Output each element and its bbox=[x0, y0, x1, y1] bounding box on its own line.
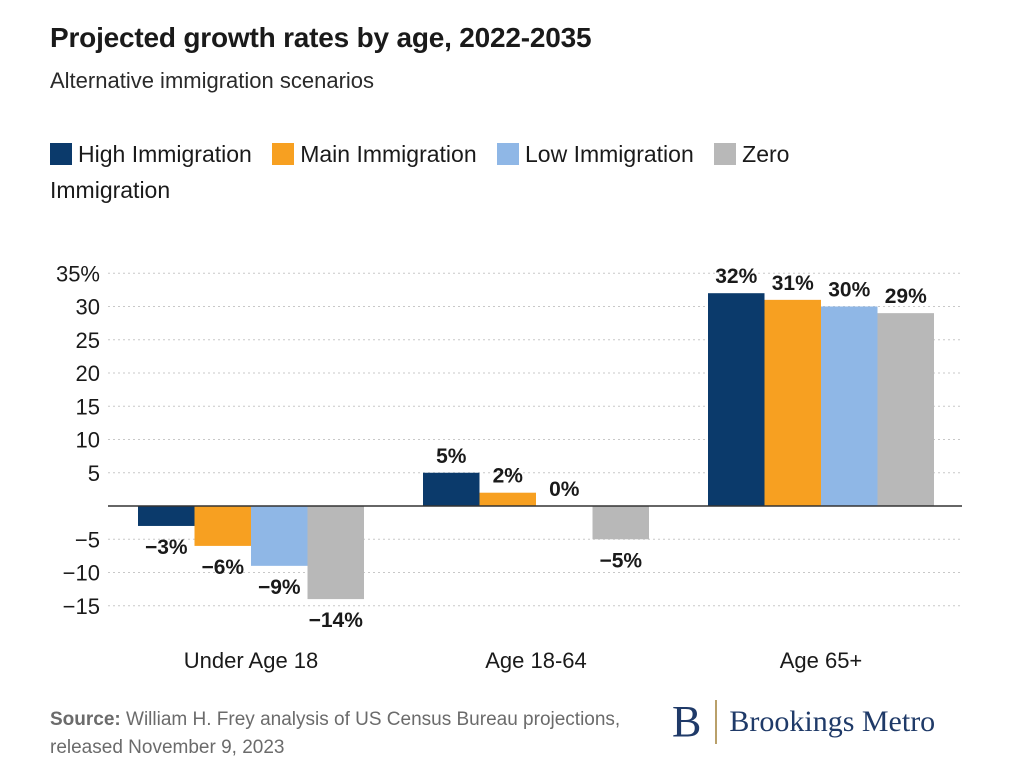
bar bbox=[307, 506, 364, 600]
y-tick-label: 10 bbox=[76, 428, 100, 453]
legend-swatch-main bbox=[272, 143, 295, 165]
data-label: 29% bbox=[885, 285, 927, 308]
bar bbox=[138, 506, 195, 526]
data-label: −14% bbox=[309, 609, 364, 632]
data-label: 32% bbox=[715, 265, 757, 288]
legend-item-zero: Zero Immigration bbox=[50, 141, 789, 203]
bar bbox=[764, 299, 821, 506]
y-tick-label: 15 bbox=[76, 394, 100, 419]
logo-mark: B bbox=[672, 697, 702, 746]
bar bbox=[251, 506, 308, 566]
x-category-label: Under Age 18 bbox=[184, 648, 319, 673]
x-category-label: Age 65+ bbox=[780, 648, 863, 673]
data-label: −9% bbox=[258, 576, 301, 599]
bar bbox=[592, 506, 649, 540]
y-tick-label: −5 bbox=[75, 527, 100, 552]
data-label: 2% bbox=[493, 465, 524, 488]
y-tick-label: 25 bbox=[76, 328, 100, 353]
chart-title: Projected growth rates by age, 2022-2035 bbox=[50, 22, 592, 53]
y-tick-label: 35% bbox=[56, 261, 100, 286]
y-tick-label: 5 bbox=[88, 461, 100, 486]
bar bbox=[877, 313, 934, 506]
legend-label-high: High Immigration bbox=[78, 141, 252, 167]
data-label: 5% bbox=[436, 445, 467, 468]
legend-item-low: Low Immigration bbox=[497, 141, 694, 167]
brookings-metro-logo: B Brookings Metro bbox=[672, 697, 935, 747]
x-category-label: Age 18-64 bbox=[485, 648, 587, 673]
data-label: 30% bbox=[828, 279, 870, 302]
y-tick-label: 30 bbox=[76, 295, 100, 320]
bar bbox=[708, 293, 765, 506]
chart-subtitle: Alternative immigration scenarios bbox=[50, 68, 375, 93]
y-tick-label: −15 bbox=[63, 594, 100, 619]
legend-swatch-high bbox=[50, 143, 72, 165]
legend-item-main: Main Immigration bbox=[272, 141, 477, 167]
legend-swatch-zero bbox=[714, 143, 737, 165]
bar bbox=[423, 472, 480, 506]
legend: High Immigration Main Immigration Low Im… bbox=[50, 136, 910, 208]
bar-chart: 35% 30 25 20 15 10 5 −5 −10 −15 −3% −6% −9% −14% Under… bbox=[56, 261, 962, 673]
bar bbox=[821, 306, 878, 506]
source-text: William H. Frey analysis of US Census Bu… bbox=[50, 709, 621, 758]
data-label: −3% bbox=[145, 536, 188, 559]
data-label: 31% bbox=[772, 272, 814, 295]
legend-item-high: High Immigration bbox=[50, 141, 252, 167]
legend-label-zero: Zero Immigration bbox=[50, 141, 790, 203]
data-label: −5% bbox=[599, 549, 642, 572]
legend-swatch-low bbox=[497, 143, 520, 165]
source-label: Source: bbox=[50, 709, 121, 730]
bar bbox=[479, 492, 536, 506]
data-label: −6% bbox=[201, 556, 244, 579]
legend-label-main: Main Immigration bbox=[300, 141, 477, 167]
logo-text: Brookings Metro bbox=[729, 705, 936, 738]
bar bbox=[194, 506, 251, 546]
y-tick-label: 20 bbox=[76, 361, 100, 386]
source-note: Source: William H. Frey analysis of US C… bbox=[50, 706, 650, 762]
legend-label-low: Low Immigration bbox=[525, 141, 694, 167]
data-label: 0% bbox=[549, 478, 580, 501]
logo-divider bbox=[715, 700, 718, 744]
y-tick-label: −10 bbox=[63, 561, 100, 586]
